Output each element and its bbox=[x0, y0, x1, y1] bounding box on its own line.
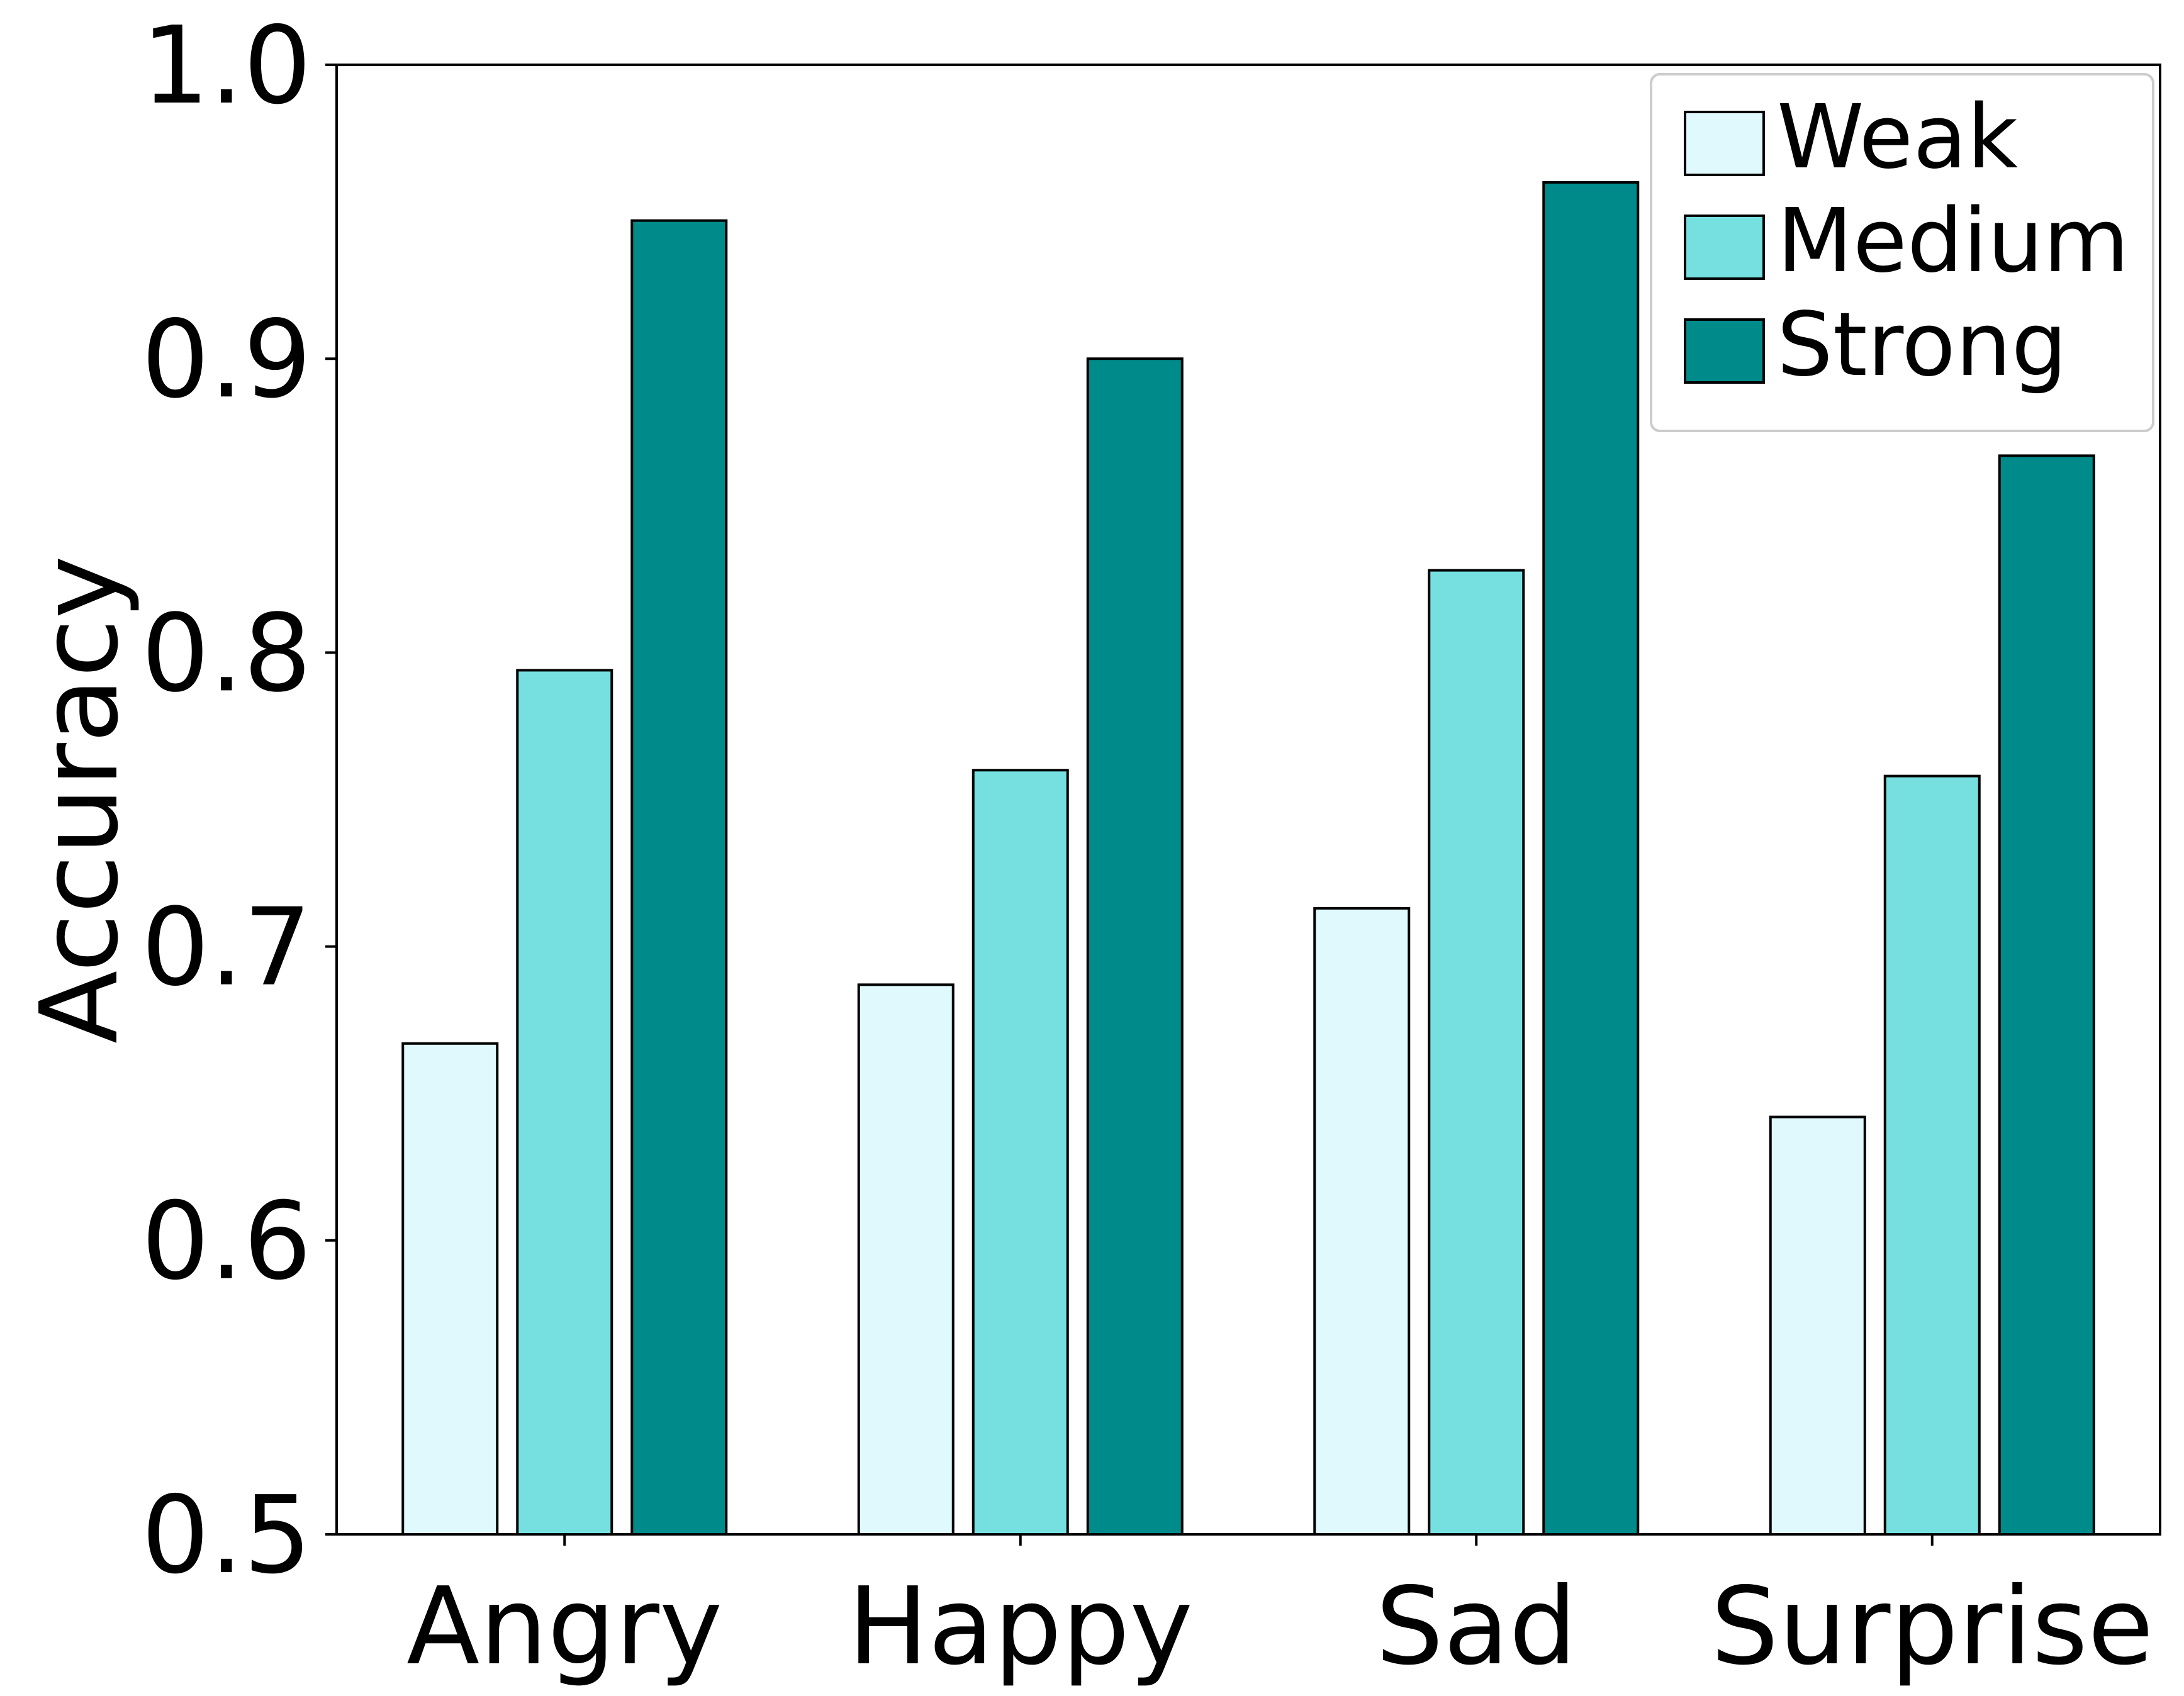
legend-label-weak: Weak bbox=[1777, 86, 2018, 189]
y-tick-label: 1.0 bbox=[142, 4, 311, 128]
legend-box bbox=[1650, 73, 2154, 432]
y-tick-label: 0.7 bbox=[142, 886, 311, 1010]
y-tick-label: 0.5 bbox=[142, 1473, 311, 1598]
legend-swatch-weak bbox=[1684, 111, 1765, 176]
legend-label-strong: Strong bbox=[1777, 294, 2068, 396]
bars-group bbox=[401, 181, 2095, 1536]
x-tick-label-sad: Sad bbox=[1375, 1565, 1577, 1689]
bar-strong-surprise bbox=[1998, 454, 2095, 1536]
bar-weak-angry bbox=[401, 1042, 499, 1536]
y-tick-label: 0.8 bbox=[142, 591, 311, 716]
x-tick-label-happy: Happy bbox=[848, 1565, 1193, 1689]
x-tick-label-angry: Angry bbox=[406, 1565, 722, 1689]
bar-medium-surprise bbox=[1883, 774, 1981, 1536]
bar-strong-happy bbox=[1086, 357, 1184, 1536]
legend-swatch-medium bbox=[1684, 215, 1765, 280]
bar-strong-sad bbox=[1542, 181, 1640, 1536]
bar-medium-sad bbox=[1428, 569, 1525, 1536]
y-tick-label: 0.9 bbox=[142, 298, 311, 422]
plot-area-frame bbox=[335, 64, 2161, 1536]
y-axis: 0.5 0.6 0.7 0.8 0.9 1.0 bbox=[142, 4, 337, 1598]
legend-swatch-strong bbox=[1684, 318, 1765, 384]
bar-strong-angry bbox=[630, 219, 728, 1536]
y-tick-label: 0.6 bbox=[142, 1180, 311, 1304]
legend-label-medium: Medium bbox=[1777, 190, 2129, 293]
bar-weak-sad bbox=[1313, 907, 1411, 1536]
bar-weak-surprise bbox=[1769, 1115, 1866, 1536]
x-axis: Angry Happy Sad Surprise bbox=[406, 1534, 2154, 1689]
y-axis-label: Accuracy bbox=[18, 555, 142, 1044]
bar-weak-happy bbox=[857, 983, 955, 1536]
bar-medium-angry bbox=[516, 669, 613, 1536]
bar-medium-happy bbox=[972, 769, 1069, 1536]
x-tick-label-surprise: Surprise bbox=[1711, 1565, 2154, 1689]
